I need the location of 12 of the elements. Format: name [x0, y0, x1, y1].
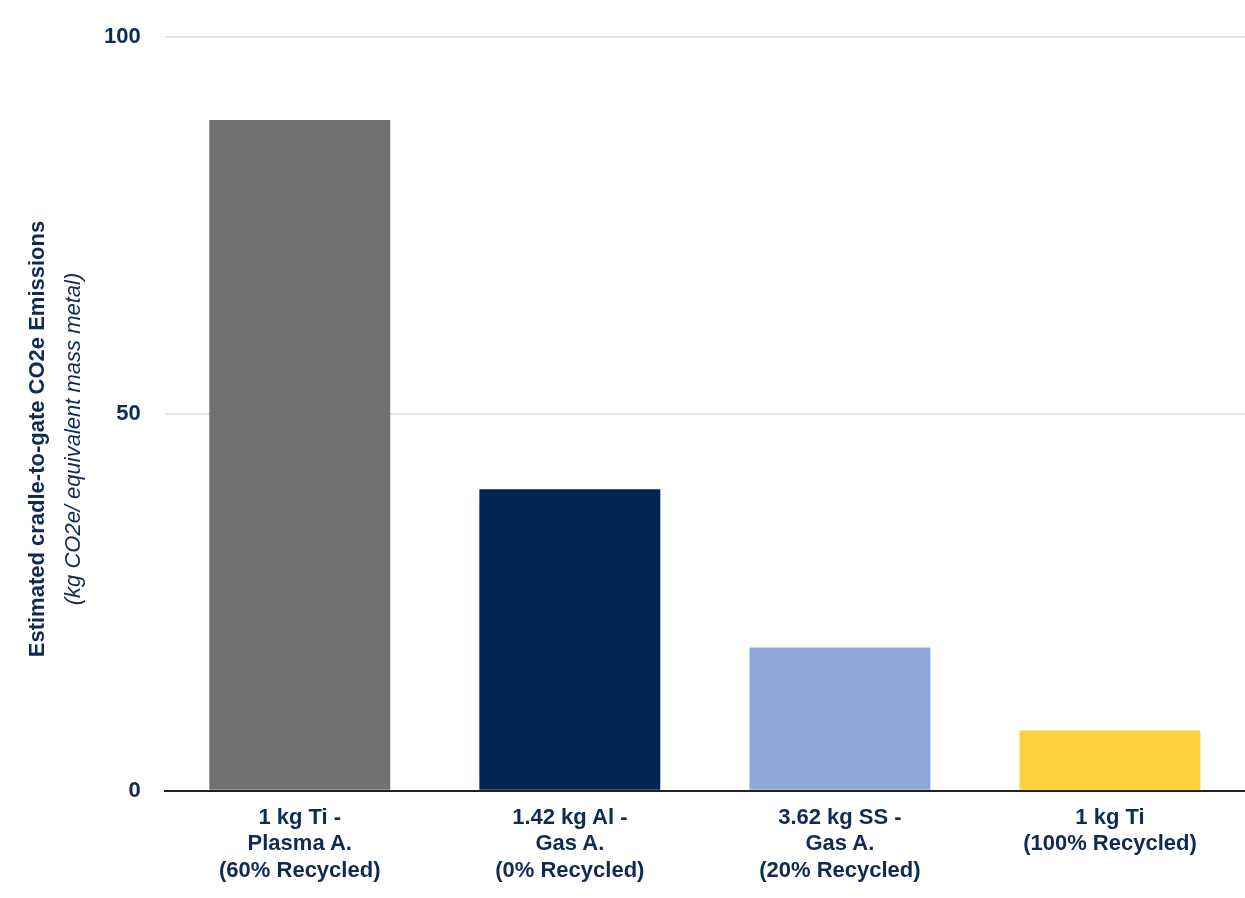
bar	[479, 489, 661, 790]
bar	[749, 647, 931, 790]
bar	[1019, 730, 1201, 790]
y-tick-label: 0	[128, 776, 141, 802]
x-tick-label: 1.42 kg Al - Gas A. (0% Recycled)	[495, 804, 645, 882]
y-tick-label: 100	[103, 23, 141, 49]
bar	[209, 120, 391, 790]
x-tick-label: 1 kg Ti (100% Recycled)	[1023, 804, 1197, 856]
y-axis-title: Estimated cradle-to-gate CO2e Emissions (kg CO2e/ equivalent mass metal)	[24, 220, 86, 658]
y-tick-label: 50	[116, 400, 141, 426]
x-tick-label: 3.62 kg SS - Gas A. (20% Recycled)	[759, 804, 921, 882]
x-tick-label: 1 kg Ti - Plasma A. (60% Recycled)	[219, 804, 381, 882]
